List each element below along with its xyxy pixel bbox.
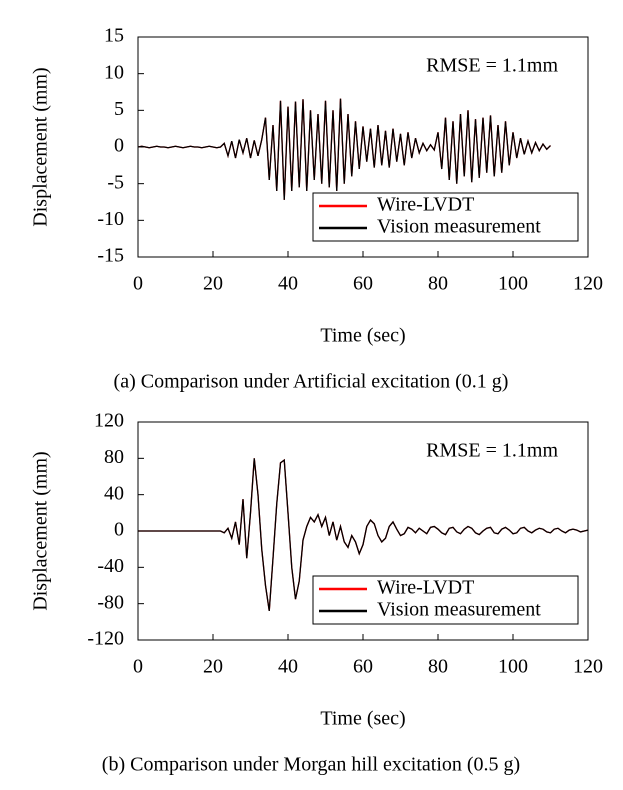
legend-label: Wire-LVDT: [377, 577, 474, 599]
x-tick-label: 20: [203, 656, 223, 678]
legend-label: Vision measurement: [377, 599, 541, 621]
x-tick-label: 100: [498, 656, 528, 678]
x-tick-label: 40: [278, 273, 298, 295]
y-tick-label: 120: [94, 410, 124, 432]
x-tick-label: 0: [133, 273, 143, 295]
x-axis-label: Time (sec): [320, 708, 405, 730]
caption: (a) Comparison under Artificial excitati…: [114, 371, 509, 393]
data-line: [138, 98, 551, 200]
y-axis-label: Displacement (mm): [30, 451, 52, 610]
data-line: [138, 458, 588, 612]
x-tick-label: 0: [133, 656, 143, 678]
x-tick-label: 100: [498, 273, 528, 295]
y-tick-label: -120: [87, 628, 124, 650]
y-tick-label: 0: [114, 135, 124, 157]
y-tick-label: 5: [114, 98, 124, 120]
y-tick-label: 80: [104, 446, 124, 468]
caption: (b) Comparison under Morgan hill excitat…: [102, 754, 520, 776]
y-tick-label: -40: [97, 555, 124, 577]
y-tick-label: -15: [97, 245, 124, 267]
legend-box: [312, 192, 579, 242]
y-axis-label: Displacement (mm): [30, 67, 52, 226]
y-tick-label: 15: [104, 25, 124, 47]
x-tick-label: 80: [428, 273, 448, 295]
x-tick-label: 120: [573, 273, 603, 295]
y-tick-label: 0: [114, 519, 124, 541]
legend-box: [312, 575, 579, 625]
x-tick-label: 60: [353, 273, 373, 295]
x-tick-label: 60: [353, 656, 373, 678]
plot-frame: [137, 36, 589, 258]
x-tick-label: 80: [428, 656, 448, 678]
x-tick-label: 40: [278, 656, 298, 678]
y-tick-label: 10: [104, 61, 124, 83]
annotation: RMSE = 1.1mm: [426, 440, 558, 462]
legend-label: Wire-LVDT: [377, 194, 474, 216]
y-tick-label: -80: [97, 591, 124, 613]
y-tick-label: -10: [97, 208, 124, 230]
x-axis-label: Time (sec): [320, 325, 405, 347]
x-tick-label: 20: [203, 273, 223, 295]
plot: [138, 458, 588, 612]
x-tick-label: 120: [573, 656, 603, 678]
plot: [138, 98, 551, 200]
y-tick-label: 40: [104, 482, 124, 504]
annotation: RMSE = 1.1mm: [426, 55, 558, 77]
y-tick-label: -5: [107, 171, 124, 193]
plot-frame: [137, 421, 589, 641]
legend-label: Vision measurement: [377, 216, 541, 238]
